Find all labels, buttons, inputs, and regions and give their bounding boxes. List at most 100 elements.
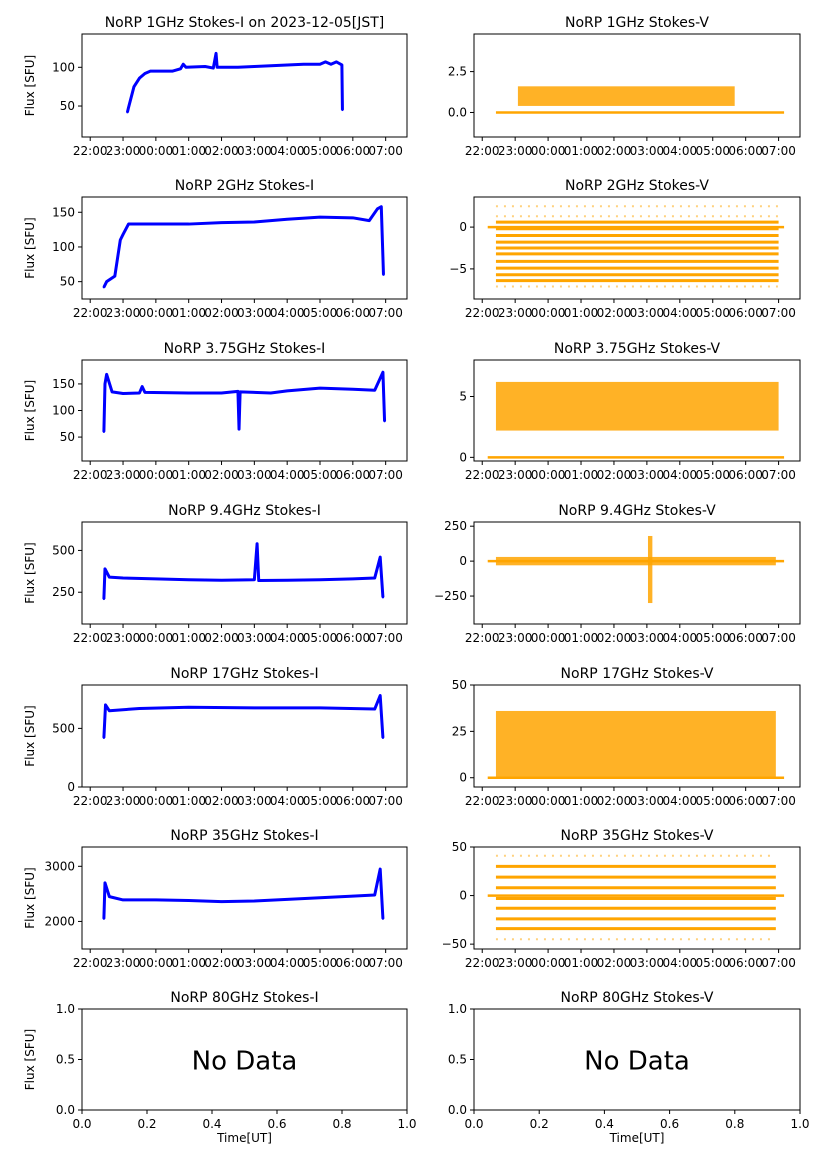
x-tick-label: 03:00 (237, 468, 272, 482)
data-point (381, 596, 385, 599)
data-point (108, 709, 111, 712)
y-tick-label: 0.0 (448, 1103, 467, 1117)
y-tick-label: 250 (444, 519, 467, 533)
x-tick-label: 00:00 (139, 794, 174, 808)
x-tick-label: 23:00 (106, 794, 141, 808)
y-axis-label: Flux [SFU] (23, 867, 37, 928)
no-data-annotation: No Data (192, 1047, 298, 1077)
data-point (257, 579, 260, 582)
x-tick-label: 03:00 (630, 468, 665, 482)
data-point (318, 215, 322, 219)
data-point (236, 390, 240, 393)
y-tick-label: 250 (52, 585, 75, 599)
x-tick-label: 02:00 (597, 306, 632, 320)
subplot-5: NoRP 3.75GHz Stokes-V 0 5 22:0023:0000:0001… (459, 341, 801, 482)
data-point (187, 899, 190, 902)
x-tick-label: 04:00 (270, 631, 305, 645)
data-point (138, 76, 141, 80)
y-tick-label: 1.0 (448, 1002, 467, 1016)
y-tick-label: 1.0 (56, 1002, 75, 1016)
data-point (140, 385, 144, 388)
y-tick-label: −5 (449, 262, 467, 276)
data-point (329, 63, 333, 66)
data-point (340, 63, 344, 67)
data-point (318, 896, 322, 899)
subplot-title: NoRP 17GHz Stokes-I (170, 666, 318, 682)
y-tick-label: 0 (459, 220, 467, 234)
subplot-title: NoRP 1GHz Stokes-V (565, 15, 709, 31)
axes-frame (81, 196, 408, 300)
axes-frame (81, 684, 408, 788)
y-axis-label: Flux [SFU] (23, 705, 37, 766)
axes-frame (473, 846, 801, 950)
data-point (127, 106, 130, 109)
data-point (381, 256, 385, 259)
y-tick-label: 2000 (44, 914, 75, 928)
x-tick-label: 22:00 (465, 794, 500, 808)
x-tick-label: 04:00 (270, 794, 305, 808)
data-point (237, 427, 241, 431)
subplot-title: NoRP 80GHz Stokes-V (561, 990, 714, 1006)
data-point (113, 274, 117, 278)
data-point (127, 222, 130, 226)
x-tick-label: 02:00 (597, 794, 632, 808)
x-tick-label: 07:00 (368, 468, 403, 482)
y-tick-label: 3000 (44, 859, 75, 873)
data-point (253, 899, 256, 903)
x-tick-label: 06:00 (728, 956, 763, 970)
y-tick-label: 500 (52, 543, 75, 557)
x-tick-label: 05:00 (303, 794, 338, 808)
data-point (121, 898, 125, 902)
data-point (378, 694, 382, 697)
y-axis-label: Flux [SFU] (23, 55, 37, 116)
data-point (110, 390, 114, 394)
subplot-title: NoRP 35GHz Stokes-I (170, 828, 318, 844)
x-tick-label: 05:00 (695, 956, 730, 970)
x-tick-label: 07:00 (761, 144, 796, 158)
y-tick-label: −250 (434, 589, 467, 603)
data-band (495, 556, 776, 566)
y-axis-label: Flux [SFU] (23, 217, 37, 278)
data-point (102, 430, 106, 433)
subplot-title: NoRP 9.4GHz Stokes-I (168, 503, 321, 519)
data-point (108, 575, 111, 579)
x-tick-label: 04:00 (270, 306, 305, 320)
subplot-title: NoRP 2GHz Stokes-I (175, 178, 314, 194)
subplot-6: NoRP 9.4GHz Stokes-I Flux [SFU] 250 500 22:0… (23, 503, 408, 645)
subplot-0: NoRP 1GHz Stokes-I on 2023-12-05[JST] Flu… (23, 15, 408, 158)
x-tick-label: 00:00 (139, 956, 174, 970)
x-tick-label: 04:00 (270, 468, 305, 482)
y-tick-label: 0.5 (56, 1053, 75, 1067)
x-tick-label: 22:00 (73, 794, 108, 808)
subplot-8: NoRP 17GHz Stokes-I Flux [SFU] 0 500 22:0023… (23, 666, 408, 808)
data-point (121, 392, 125, 395)
x-tick-label: 03:00 (237, 144, 272, 158)
data-point (103, 881, 107, 885)
x-tick-label: 1.0 (397, 1117, 416, 1131)
data-point (171, 69, 174, 73)
y-tick-label: 500 (52, 721, 75, 735)
axes-frame (473, 1008, 801, 1111)
data-point (187, 222, 190, 226)
axes-frame (81, 846, 408, 950)
data-point (179, 67, 182, 71)
subplot-12: NoRP 80GHz Stokes-I Flux [SFU] 0.0 0.5 1.0 0.… (23, 990, 417, 1145)
data-point (102, 917, 106, 920)
x-tick-label: 00:00 (531, 794, 566, 808)
axes-frame (473, 196, 801, 300)
data-point (220, 578, 223, 582)
x-axis-label: Time[UT] (609, 1131, 665, 1145)
data-point (103, 382, 107, 386)
x-tick-label: 23:00 (106, 468, 141, 482)
x-axis-label: Time[UT] (216, 1131, 272, 1145)
x-tick-label: 01:00 (171, 956, 206, 970)
y-tick-label: 50 (60, 99, 75, 113)
y-axis-label: Flux [SFU] (23, 542, 37, 603)
data-point (383, 419, 386, 423)
data-point (285, 578, 289, 582)
x-tick-label: 23:00 (498, 144, 533, 158)
data-point (187, 706, 190, 709)
x-tick-label: 03:00 (237, 794, 272, 808)
axes-frame (81, 33, 408, 138)
x-tick-label: 02:00 (597, 631, 632, 645)
